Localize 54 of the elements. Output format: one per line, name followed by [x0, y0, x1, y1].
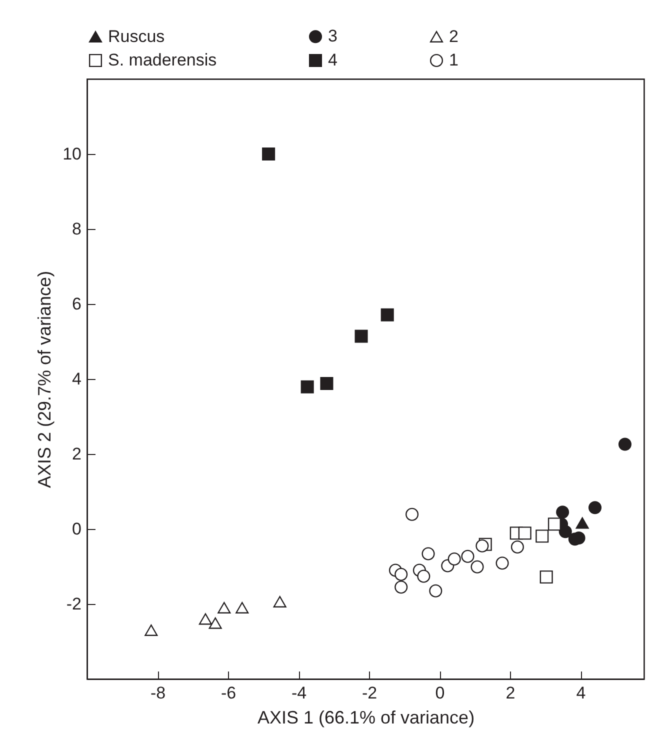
- point: [518, 526, 532, 540]
- point: [422, 547, 435, 560]
- legend-label: 2: [449, 26, 458, 46]
- point: [144, 624, 158, 636]
- point: [576, 517, 589, 529]
- point: [208, 617, 222, 629]
- point: [496, 556, 509, 570]
- x-tick-label: -2: [362, 684, 378, 702]
- x-axis-title: AXIS 1 (66.1% of variance): [257, 708, 475, 728]
- point: [320, 376, 334, 390]
- point: [556, 506, 570, 519]
- y-tick-label: 4: [72, 370, 82, 388]
- point: [417, 570, 430, 583]
- point: [618, 438, 632, 451]
- point: [548, 518, 561, 531]
- point: [461, 550, 474, 563]
- point: [536, 530, 549, 543]
- point: [406, 508, 419, 521]
- point: [300, 380, 314, 394]
- legend-label: 4: [328, 50, 338, 70]
- point: [510, 540, 524, 554]
- legend-label: Ruscus: [108, 26, 165, 46]
- x-tick-label: -8: [150, 684, 166, 702]
- point: [540, 570, 553, 584]
- y-tick-label: 10: [62, 144, 82, 164]
- y-axis-title: AXIS 2 (29.7% of variance): [34, 270, 55, 488]
- point: [429, 584, 442, 598]
- x-tick-label: 2: [506, 684, 516, 702]
- point: [394, 580, 408, 594]
- y-tick-label: 0: [72, 520, 82, 538]
- x-tick-label: 0: [435, 684, 445, 702]
- y-tick-label: 2: [72, 444, 82, 464]
- point: [470, 560, 484, 574]
- y-tick-label: 8: [72, 220, 82, 238]
- legend-label: 1: [449, 50, 458, 70]
- point: [380, 308, 394, 322]
- point: [476, 539, 489, 552]
- point: [262, 147, 276, 161]
- x-tick-label: 4: [576, 684, 586, 702]
- point: [394, 568, 408, 581]
- legend-label: S. maderensis: [108, 50, 217, 70]
- point: [198, 613, 212, 625]
- point: [558, 525, 572, 538]
- y-tick-label: -2: [66, 594, 82, 614]
- point: [218, 602, 231, 614]
- x-tick-label: -6: [220, 684, 236, 702]
- point: [273, 596, 286, 608]
- point: [354, 330, 368, 343]
- point: [448, 552, 461, 566]
- legend-label: 3: [328, 26, 338, 46]
- x-tick-label: -4: [291, 684, 307, 702]
- point: [588, 501, 602, 514]
- y-tick-label: 6: [72, 294, 82, 314]
- point: [236, 602, 249, 614]
